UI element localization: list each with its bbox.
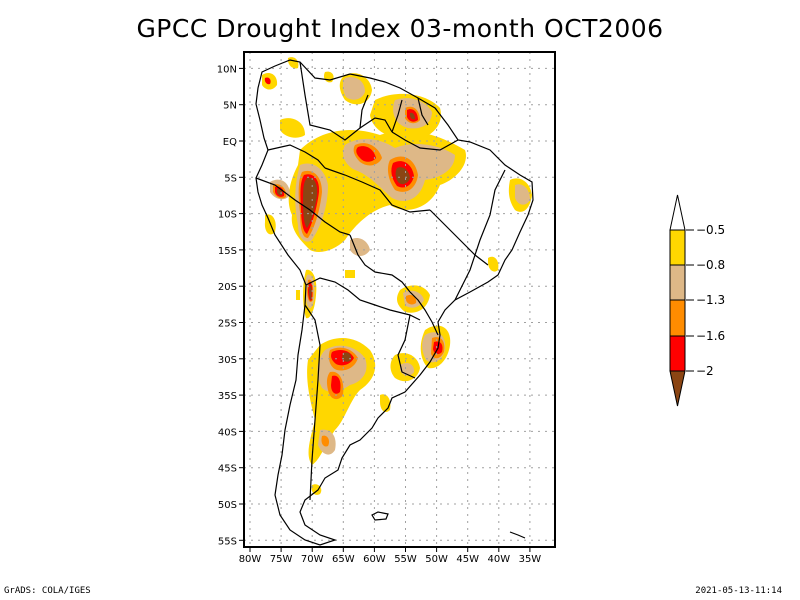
y-tick-label: 10S (218, 210, 237, 221)
country-border (267, 144, 326, 169)
drought-region (331, 375, 341, 394)
falklands-outline (371, 511, 389, 521)
country-border (349, 234, 411, 293)
x-tick-label: 55W (394, 554, 417, 565)
south-georgia-outline (509, 531, 526, 539)
chart-title: GPCC Drought Index 03-month OCT2006 (136, 14, 664, 43)
colorbar-segment-red (669, 335, 686, 372)
y-tick-label: 35S (218, 391, 237, 402)
colorbar-label: −2 (696, 364, 714, 378)
colorbar-label: −1.3 (696, 293, 725, 307)
colorbar-segment-tan (669, 264, 686, 301)
country-border (417, 97, 429, 126)
y-tick-label: 55S (218, 536, 237, 547)
x-tick-label: 35W (519, 554, 542, 565)
y-tick-label: 45S (218, 464, 237, 475)
country-border (299, 61, 393, 141)
coastline (255, 59, 534, 546)
drought-region (406, 294, 417, 305)
y-tick-label: 5N (223, 101, 237, 112)
y-tick-label: 5S (224, 173, 237, 184)
country-border (359, 94, 369, 129)
drought-region (395, 167, 410, 185)
x-tick-label: 45W (456, 554, 479, 565)
colorbar-arrow-bottom (669, 370, 686, 407)
south-america-coastline (255, 59, 534, 546)
country-border (454, 169, 506, 301)
colorbar-segment-orange (669, 299, 686, 337)
country-border (391, 99, 403, 133)
x-tick-label: 80W (239, 554, 262, 565)
drought-region (303, 177, 318, 228)
y-axis: 10N 5N EQ 5S 10S 15S 20S 25S 30S 35S 40S 45S 50S 55S (217, 64, 244, 547)
y-tick-label: EQ (223, 137, 237, 148)
drought-region (515, 184, 530, 205)
drought-shading (262, 57, 532, 495)
drought-region (350, 238, 370, 256)
y-tick-label: 50S (218, 500, 237, 511)
x-tick-label: 75W (270, 554, 293, 565)
drought-region (287, 57, 299, 69)
drought-region (321, 435, 330, 447)
level-brown (277, 112, 415, 362)
country-border (304, 304, 321, 501)
drought-region (488, 256, 499, 272)
y-tick-label: 10N (217, 64, 237, 75)
x-tick-label: 60W (363, 554, 386, 565)
footer-credit: GrADS: COLA/IGES (4, 586, 91, 596)
x-tick-label: 50W (425, 554, 448, 565)
colorbar-label: −0.8 (696, 258, 725, 272)
drought-region (356, 146, 376, 162)
drought-region (311, 484, 322, 495)
x-axis: 80W 75W 70W 65W 60W 55W 50W 45W 40W 35W (239, 547, 542, 565)
drought-region (345, 270, 355, 278)
country-border (397, 314, 416, 379)
drought-region (264, 77, 271, 85)
drought-region (323, 71, 334, 83)
drought-region (410, 112, 415, 120)
country-border (305, 277, 421, 321)
x-tick-label: 70W (301, 554, 324, 565)
x-tick-label: 65W (332, 554, 355, 565)
colorbar-arrow-top (669, 194, 686, 231)
y-tick-label: 25S (218, 319, 237, 330)
colorbar-label: −0.5 (696, 223, 725, 237)
y-tick-label: 40S (218, 427, 237, 438)
colorbar-label: −1.6 (696, 329, 725, 343)
drought-region (342, 352, 352, 362)
x-tick-label: 40W (487, 554, 510, 565)
colorbar-segment-yellow (669, 229, 686, 266)
drought-region (280, 118, 305, 138)
colorbar-legend: −0.5 −0.8 −1.3 −1.6 −2 (669, 194, 725, 407)
country-border (255, 177, 351, 236)
country-border (391, 131, 459, 151)
country-border (429, 209, 489, 266)
country-border (324, 167, 431, 213)
drought-region (380, 394, 391, 413)
plot-frame (243, 51, 556, 548)
drought-region (342, 77, 365, 100)
y-tick-label: 30S (218, 355, 237, 366)
drought-region (296, 290, 300, 300)
country-border (409, 291, 439, 336)
footer-timestamp: 2021-05-13-11:14 (695, 586, 782, 596)
y-tick-label: 20S (218, 282, 237, 293)
drought-region (309, 285, 312, 301)
y-tick-label: 15S (218, 246, 237, 257)
